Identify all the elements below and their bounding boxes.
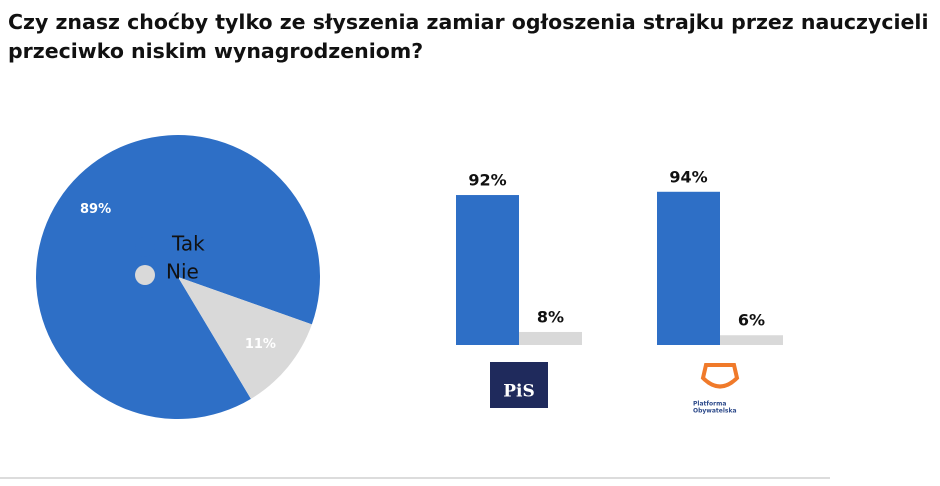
value-label: 11%	[245, 337, 276, 352]
legend-label: Nie	[166, 260, 199, 284]
party-logo-text: PiS	[503, 382, 535, 402]
bar	[657, 191, 720, 345]
value-label: 89%	[80, 202, 111, 217]
pie-slice	[178, 277, 312, 399]
bar	[456, 195, 519, 345]
bar	[720, 335, 783, 345]
party-logo-text: Obywatelska	[693, 408, 737, 415]
legend-label: Tak	[171, 232, 205, 256]
bar	[519, 331, 582, 345]
legend-marker	[135, 237, 155, 257]
value-label: 6%	[738, 311, 765, 330]
value-label: 8%	[537, 307, 564, 326]
title: Czy znasz choćby tylko ze słyszenia zami…	[8, 10, 929, 63]
legend-marker	[135, 265, 155, 285]
party-logo-text: Platforma	[693, 401, 726, 408]
logo	[490, 362, 548, 408]
value-label: 92%	[468, 171, 506, 190]
value-label: 94%	[669, 167, 707, 186]
logo	[700, 363, 740, 389]
pie-slice	[36, 134, 321, 419]
